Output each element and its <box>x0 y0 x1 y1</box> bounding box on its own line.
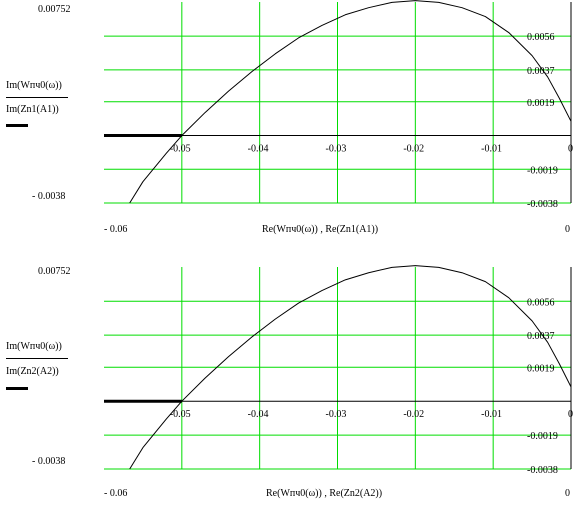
x-max-label: 0 <box>565 224 570 235</box>
y-axis-label-top: Im(Wпч0(ω)) <box>6 80 62 91</box>
y-axis-label-top: Im(Wпч0(ω)) <box>6 341 62 352</box>
x-max-label: 0 <box>565 488 570 499</box>
x-min-label: - 0.06 <box>104 488 128 499</box>
x-axis-label: Re(Wпч0(ω)) , Re(Zn2(A2)) <box>266 488 383 499</box>
y-tick-label: 0.0037 <box>527 331 555 342</box>
y-axis-label-divider <box>6 358 68 359</box>
x-tick-label: -0.05 <box>170 144 191 155</box>
plot-area: -0.05 -0.04 -0.03 -0.02 -0.01 0 0.0056 0.0037 0.… <box>104 265 573 476</box>
y-tick-label: -0.0038 <box>527 465 558 476</box>
y-min-label: - 0.0038 <box>32 191 66 202</box>
y-tick-label: 0.0019 <box>527 98 555 109</box>
y-axis-label-divider <box>6 97 68 98</box>
chart-top: 0.00752 - 0.0038 Im(Wпч0(ω)) Im(Zn1(A1))… <box>0 0 582 240</box>
x-tick-label: -0.03 <box>326 409 347 420</box>
y-tick-label: 0.0056 <box>527 297 555 308</box>
x-min-label: - 0.06 <box>104 224 128 235</box>
y-tick-label: 0.0019 <box>527 363 555 374</box>
y-tick-label: 0.0037 <box>527 66 555 77</box>
x-tick-label: 0 <box>568 409 573 420</box>
y-tick-label: -0.0038 <box>527 199 558 210</box>
series-curve <box>129 265 572 470</box>
x-tick-label: -0.01 <box>481 144 502 155</box>
y-axis-label-bottom: Im(Zn2(A2)) <box>6 366 59 377</box>
y-tick-label: -0.0019 <box>527 165 558 176</box>
y-axis-label-bottom: Im(Zn1(A1)) <box>6 104 59 115</box>
x-tick-label: -0.03 <box>326 144 347 155</box>
y-tick-label: 0.0056 <box>527 32 555 43</box>
x-tick-label: -0.04 <box>248 409 269 420</box>
x-tick-label: -0.02 <box>403 144 424 155</box>
x-tick-label: -0.02 <box>403 409 424 420</box>
x-tick-label: 0 <box>568 144 573 155</box>
legend-line-marker <box>6 387 28 390</box>
chart-bottom: 0.00752 - 0.0038 Im(Wпч0(ω)) Im(Zn2(A2))… <box>0 262 582 501</box>
y-max-label: 0.00752 <box>38 4 71 15</box>
x-tick-label: -0.05 <box>170 409 191 420</box>
series-curve <box>129 0 572 204</box>
y-tick-label: -0.0019 <box>527 431 558 442</box>
plot-area: -0.05 -0.04 -0.03 -0.02 -0.01 0 0.0056 0.0037 0.… <box>104 0 573 210</box>
x-tick-label: -0.01 <box>481 409 502 420</box>
legend-line-marker <box>6 124 28 127</box>
y-max-label: 0.00752 <box>38 266 71 277</box>
x-tick-label: -0.04 <box>248 144 269 155</box>
x-axis-label: Re(Wпч0(ω)) , Re(Zn1(A1)) <box>262 224 379 235</box>
y-min-label: - 0.0038 <box>32 456 66 467</box>
